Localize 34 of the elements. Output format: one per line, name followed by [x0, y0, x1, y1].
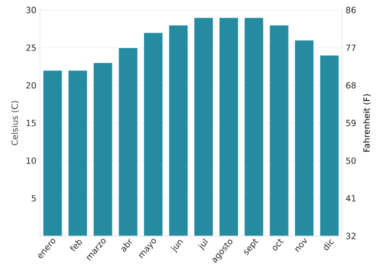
y2-tick-label: 68 — [346, 82, 356, 89]
y2-tick-label: 41 — [346, 195, 356, 202]
bar — [244, 17, 264, 236]
y-tick-label: 20 — [26, 82, 36, 89]
x-tick-label: oct — [272, 238, 284, 250]
y-tick-label: 30 — [26, 6, 36, 14]
y-tick-label: 10 — [26, 157, 36, 164]
bar — [143, 32, 164, 236]
y-axis-title: Celsius (C) — [11, 101, 19, 146]
bar — [68, 70, 88, 236]
x-tick-label: nov — [294, 238, 307, 252]
x-tick-label: feb — [70, 240, 82, 252]
y2-tick-label: 86 — [346, 6, 356, 14]
bar — [269, 24, 289, 236]
bar — [168, 24, 188, 236]
x-tick-label: jun — [170, 240, 184, 254]
y-tick-label: 5 — [32, 195, 36, 202]
x-tick-label: abr — [121, 238, 132, 252]
y2-tick-label: 50 — [346, 157, 356, 164]
bar — [118, 47, 138, 236]
y-tick-label: 15 — [26, 120, 36, 126]
y2-tick-label: 59 — [346, 120, 356, 126]
bar — [42, 70, 62, 236]
bar — [93, 62, 113, 236]
x-tick-label: dic — [324, 239, 334, 250]
bar — [320, 54, 340, 236]
x-tick-label: jul — [198, 238, 208, 251]
bar — [294, 40, 314, 236]
bar — [194, 17, 214, 236]
y2-axis-title: Fahrenheit (F) — [363, 94, 371, 152]
bar — [218, 17, 239, 236]
y2-tick-label: 77 — [346, 44, 356, 51]
y-tick-label: 25 — [26, 44, 36, 51]
y2-tick-label: 32 — [346, 232, 356, 240]
